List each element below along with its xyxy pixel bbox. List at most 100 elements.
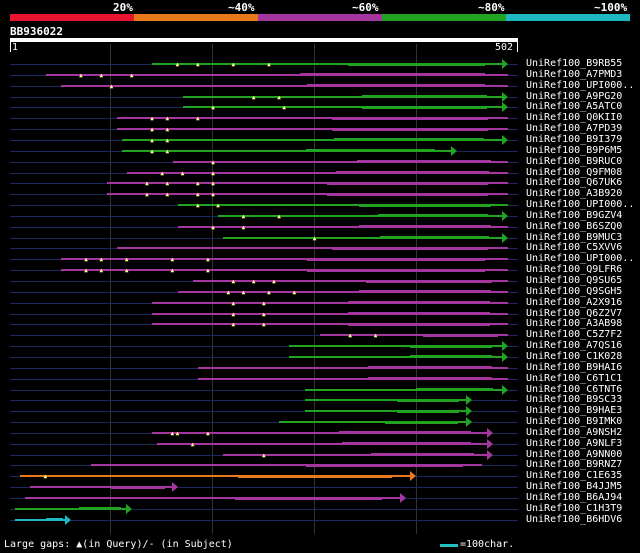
hit-alignment-bar[interactable] xyxy=(126,171,508,174)
hit-label[interactable]: UniRef100_B9MUC3 xyxy=(526,231,623,243)
hit-label[interactable]: UniRef100_B9HAE3 xyxy=(526,405,623,417)
hit-label[interactable]: UniRef100_C6TNT6 xyxy=(526,383,623,395)
hit-row[interactable]: ▲ ▲ UniRef100_Q6Z2V7 xyxy=(0,307,640,320)
hit-row[interactable]: ▲ UniRef100_B9RUC0 xyxy=(0,155,640,168)
hit-label[interactable]: UniRef100_B9IMK0 xyxy=(526,416,623,428)
hit-alignment-bar[interactable] xyxy=(121,149,453,152)
hit-label[interactable]: UniRef100_UPI000.. xyxy=(526,199,635,211)
hit-row[interactable]: ▲ ▲ ▲ UniRef100_Q0KII0 xyxy=(0,112,640,124)
hit-row[interactable]: UniRef100_B9RNZ7 xyxy=(0,459,640,471)
hit-alignment-bar[interactable] xyxy=(192,280,508,282)
hit-alignment-bar[interactable] xyxy=(116,247,508,250)
hit-label[interactable]: UniRef100_B9RNZ7 xyxy=(526,459,623,471)
hit-row[interactable]: ▲ ▲ UniRef100_B9I379 xyxy=(0,133,640,146)
hit-alignment-bar[interactable] xyxy=(304,388,503,391)
hit-alignment-bar[interactable] xyxy=(152,63,503,65)
hit-label[interactable]: UniRef100_B9RB55 xyxy=(526,58,623,69)
hit-row[interactable]: ▲ ▲ UniRef100_B6SZQ0 xyxy=(0,220,640,233)
hit-label[interactable]: UniRef100_Q6Z2V7 xyxy=(526,307,623,319)
hit-alignment-bar[interactable] xyxy=(289,345,503,348)
hit-alignment-bar[interactable] xyxy=(91,464,483,467)
hit-label[interactable]: UniRef100_A7PD39 xyxy=(526,123,623,135)
hit-label[interactable]: UniRef100_B6SZQ0 xyxy=(526,220,623,232)
hit-row[interactable]: UniRef100_C1K028 xyxy=(0,350,640,363)
hit-alignment-bar[interactable] xyxy=(197,377,508,380)
hit-label[interactable]: UniRef100_Q9LFR6 xyxy=(526,264,623,276)
hit-alignment-bar[interactable] xyxy=(197,366,508,369)
hit-row[interactable]: ▲ ▲ ▲ ▲ UniRef100_Q67UK6 xyxy=(0,177,640,189)
hit-alignment-bar[interactable] xyxy=(30,486,173,489)
hit-alignment-bar[interactable] xyxy=(218,214,503,217)
hit-label[interactable]: UniRef100_B6AJ94 xyxy=(526,492,623,503)
hit-row[interactable]: ▲ UniRef100_C1E635 xyxy=(0,470,640,482)
hit-alignment-bar[interactable] xyxy=(172,160,508,163)
hit-row[interactable]: ▲ ▲ UniRef100_A2X916 xyxy=(0,297,640,309)
hit-row[interactable]: UniRef100_B6HDV6 xyxy=(0,514,640,526)
hit-row[interactable]: UniRef100_B6AJ94 xyxy=(0,492,640,504)
hit-label[interactable]: UniRef100_B9RUC0 xyxy=(526,155,623,167)
hit-alignment-bar[interactable] xyxy=(182,95,503,98)
hit-row[interactable]: ▲ ▲ ▲ UniRef100_Q9FM08 xyxy=(0,166,640,179)
hit-alignment-bar[interactable] xyxy=(152,431,488,434)
hit-label[interactable]: UniRef100_B9GZV4 xyxy=(526,209,623,221)
hit-label[interactable]: UniRef100_A3B920 xyxy=(526,188,623,200)
hit-alignment-bar[interactable] xyxy=(106,182,508,185)
hit-label[interactable]: UniRef100_B9I379 xyxy=(526,133,623,145)
hit-alignment-bar[interactable] xyxy=(20,475,412,478)
hit-label[interactable]: UniRef100_A9PG20 xyxy=(526,90,623,102)
hit-alignment-bar[interactable] xyxy=(177,290,508,293)
hit-label[interactable]: UniRef100_C1H3T9 xyxy=(526,502,623,514)
hit-alignment-bar[interactable] xyxy=(152,301,508,304)
hit-row[interactable]: UniRef100_C6T1C1 xyxy=(0,373,640,385)
hit-row[interactable]: UniRef100_A7QS16 xyxy=(0,340,640,352)
hit-alignment-bar[interactable] xyxy=(223,453,488,456)
hit-row[interactable]: UniRef100_C1H3T9 xyxy=(0,502,640,515)
hit-label[interactable]: UniRef100_B9P6M5 xyxy=(526,144,623,156)
hit-alignment-bar[interactable] xyxy=(304,399,468,402)
hit-alignment-bar[interactable] xyxy=(121,138,503,141)
hit-label[interactable]: UniRef100_Q67UK6 xyxy=(526,177,623,189)
hit-alignment-bar[interactable] xyxy=(177,204,508,207)
hit-alignment-bar[interactable] xyxy=(60,269,508,272)
hit-row[interactable]: ▲ ▲ ▲ ▲ UniRef100_Q9SGH5 xyxy=(0,285,640,298)
hit-row[interactable]: UniRef100_C5XVV6 xyxy=(0,242,640,254)
hit-label[interactable]: UniRef100_B4JJM5 xyxy=(526,481,623,493)
hit-row[interactable]: ▲ UniRef100_B9MUC3 xyxy=(0,231,640,244)
hit-alignment-bar[interactable] xyxy=(279,421,468,424)
hit-row[interactable]: ▲ ▲ ▲ UniRef100_A9NSH2 xyxy=(0,426,640,439)
hit-label[interactable]: UniRef100_Q9SGH5 xyxy=(526,285,623,297)
hit-alignment-bar[interactable] xyxy=(116,128,508,131)
hit-label[interactable]: UniRef100_A5ATC0 xyxy=(526,101,623,113)
hit-row[interactable]: UniRef100_B4JJM5 xyxy=(0,481,640,493)
hit-label[interactable]: UniRef100_A7QS16 xyxy=(526,340,623,352)
hit-alignment-bar[interactable] xyxy=(223,236,503,239)
hit-label[interactable]: UniRef100_Q9SU65 xyxy=(526,275,623,286)
hit-alignment-bar[interactable] xyxy=(116,117,508,120)
hit-row[interactable]: ▲ ▲ UniRef100_A9PG20 xyxy=(0,90,640,103)
hit-row[interactable]: ▲ UniRef100_A9NLF3 xyxy=(0,438,640,450)
hit-alignment-bar[interactable] xyxy=(304,410,468,413)
hit-label[interactable]: UniRef100_B9SC33 xyxy=(526,394,623,406)
hit-row[interactable]: ▲ ▲ UniRef100_A5ATC0 xyxy=(0,101,640,113)
hit-label[interactable]: UniRef100_Q9FM08 xyxy=(526,166,623,178)
hit-label[interactable]: UniRef100_C5Z7F2 xyxy=(526,329,623,341)
hit-row[interactable]: ▲ ▲ ▲ ▲ UniRef100_B9RB55 xyxy=(0,58,640,70)
hit-alignment-bar[interactable] xyxy=(15,518,66,521)
hit-label[interactable]: UniRef100_C1K028 xyxy=(526,350,623,362)
hit-row[interactable]: ▲ ▲ UniRef100_B9GZV4 xyxy=(0,209,640,222)
hit-label[interactable]: UniRef100_C5XVV6 xyxy=(526,242,623,254)
hit-alignment-bar[interactable] xyxy=(45,73,508,76)
hit-label[interactable]: UniRef100_C1E635 xyxy=(526,470,623,482)
hit-row[interactable]: UniRef100_B9IMK0 xyxy=(0,416,640,428)
hit-alignment-bar[interactable] xyxy=(177,225,508,228)
hit-label[interactable]: UniRef100_UPI000.. xyxy=(526,79,635,91)
hit-row[interactable]: UniRef100_C6TNT6 xyxy=(0,383,640,396)
hit-alignment-bar[interactable] xyxy=(157,442,488,445)
hit-row[interactable]: UniRef100_B9HAE3 xyxy=(0,405,640,417)
hit-alignment-bar[interactable] xyxy=(182,106,503,109)
hit-row[interactable]: ▲ UniRef100_UPI000.. xyxy=(0,79,640,92)
hit-label[interactable]: UniRef100_A9NSH2 xyxy=(526,426,623,438)
hit-row[interactable]: UniRef100_B9SC33 xyxy=(0,394,640,406)
hit-alignment-bar[interactable] xyxy=(15,507,127,510)
hit-alignment-bar[interactable] xyxy=(106,193,508,196)
